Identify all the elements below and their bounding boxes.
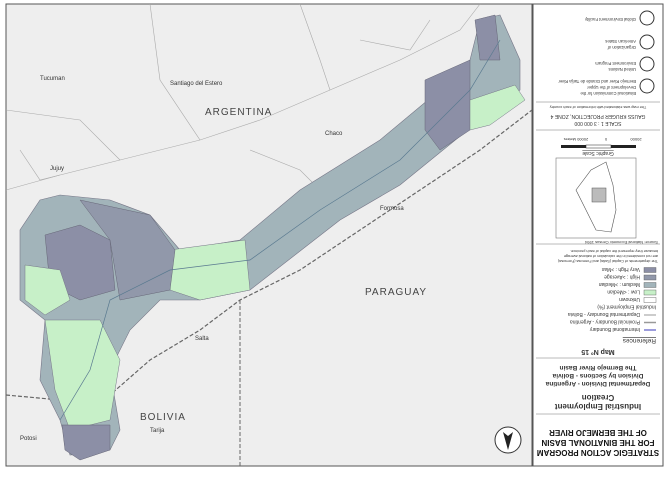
legend-label: Departmental Boundary - Bolivia: [568, 311, 640, 317]
logo-label: American States: [605, 39, 636, 44]
logo-label: Bermejo River and Grande de Tarija River: [558, 79, 636, 84]
high-zone: [79, 199, 176, 301]
place-label: Potosi: [20, 436, 37, 442]
legend-label: Unknown: [619, 296, 640, 302]
legend-swatch: [643, 297, 657, 303]
province-lines: [5, 3, 481, 201]
references-header: References: [622, 337, 656, 344]
division-label: Departmental Division - Argentina: [545, 380, 650, 387]
place-label: Tarija: [150, 428, 165, 434]
inset-map: [555, 157, 637, 239]
place-label: Tucuman: [40, 76, 65, 82]
credit: The map was elaborated with information …: [550, 105, 647, 109]
division-label: Division by Sections - Bolivia: [552, 372, 643, 379]
map-subtitle: Creation: [582, 393, 615, 402]
north-arrow: [494, 426, 522, 454]
map-labels: ARGENTINA PARAGUAY BOLIVIA Chaco Formosa Salt…: [20, 76, 427, 442]
legend-label: Very High : >Max: [601, 266, 640, 272]
legend-swatch: [643, 274, 657, 281]
projection: SCALE 1 : 3 000 000: [574, 120, 621, 126]
graphic-scale-title: Graphic Scale: [582, 150, 614, 156]
scale-bar: [561, 144, 636, 149]
logos: [639, 10, 655, 94]
scale-tick-label: 20000 Meters: [564, 137, 588, 142]
place-label: Salta: [195, 336, 209, 342]
map-subtitle: Industrial Employment: [555, 402, 642, 411]
legend-swatch: [643, 267, 657, 273]
division-label: The Bermejo River Basin: [560, 364, 637, 371]
logo-label: Global Environment Facility: [584, 17, 636, 22]
panel-title: STRATEGIC ACTION PROGRAM: [537, 448, 660, 457]
source: Source: National Economic Census 1994: [584, 240, 658, 245]
scale-tick-label: 0: [604, 137, 607, 142]
footnote: because they represent the capital of ea…: [570, 249, 658, 253]
high-zone: [424, 59, 471, 151]
footnote: are not considered in the calculation of…: [564, 254, 658, 258]
place-label: Jujuy: [50, 166, 64, 172]
place-label: Formosa: [380, 206, 404, 212]
legend-label: Provincial Boundary - Argentina: [570, 319, 640, 325]
low-zone: [44, 319, 121, 431]
scale-tick-label: 20000: [630, 137, 642, 142]
basin-area: [19, 14, 521, 456]
legend-swatch: [643, 289, 657, 296]
place-label: ARGENTINA: [205, 107, 272, 118]
legend-swatch: [643, 282, 657, 288]
legend-label: High : >Average: [604, 274, 640, 280]
river: [59, 39, 501, 421]
logo-label: United Nations: [609, 67, 636, 72]
panel-title: FOR THE BINATIONAL BASIN: [541, 438, 654, 447]
low-zone: [24, 264, 71, 316]
logo-label: Development of the Upper: [587, 85, 636, 90]
map-number: Map Nº 15: [581, 348, 614, 355]
place-label: BOLIVIA: [140, 412, 186, 423]
logo-label: Binational Commission for the: [580, 91, 636, 96]
place-label: Santiago del Estero: [170, 81, 223, 87]
legend-label: Medium : >Median: [599, 281, 640, 287]
place-label: Chaco: [325, 131, 343, 137]
high-zone: [474, 14, 501, 61]
logo-label: Environment Program: [595, 61, 636, 66]
low-zone: [169, 239, 251, 301]
low-zone: [469, 84, 526, 131]
projection: GAUSS KRUGER PROJECTION, ZONE 4: [550, 113, 645, 119]
legend-label: Industrial Employment (%): [597, 304, 656, 310]
legend-label: International Boundary: [589, 326, 640, 332]
footnote: The departments of Capital (Salta) and F…: [557, 259, 658, 263]
logo-label: Organization of: [607, 45, 636, 50]
legend-label: Low : <Median: [607, 289, 640, 295]
high-zone: [61, 424, 111, 461]
place-label: PARAGUAY: [365, 287, 427, 298]
panel-title: OF THE BERMEJO RIVER: [549, 428, 647, 437]
